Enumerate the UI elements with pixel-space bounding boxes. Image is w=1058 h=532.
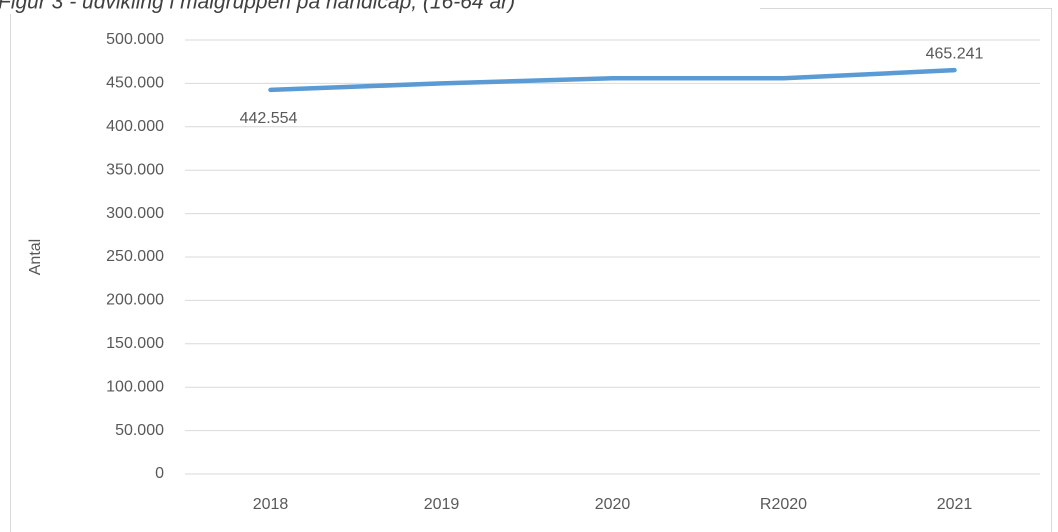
y-tick-label: 50.000 <box>115 422 164 439</box>
x-tick-label: 2019 <box>424 496 460 513</box>
chart-title: Figur 3 - udvikling i målgruppen på hand… <box>0 0 515 14</box>
data-label: 442.554 <box>240 110 298 127</box>
x-tick-label: 2021 <box>937 496 973 513</box>
x-tick-label: 2018 <box>253 496 289 513</box>
line <box>268 67 957 93</box>
y-tick-label: 450.000 <box>106 75 164 92</box>
y-tick-label: 300.000 <box>106 205 164 222</box>
data-label: 465.241 <box>926 45 984 62</box>
y-tick-label: 200.000 <box>106 292 164 309</box>
y-tick-label: 150.000 <box>106 335 164 352</box>
x-tick-label: 2020 <box>595 496 631 513</box>
y-tick-label: 100.000 <box>106 378 164 395</box>
y-tick-label: 400.000 <box>106 118 164 135</box>
y-tick-label: 0 <box>155 465 164 482</box>
y-tick-label: 250.000 <box>106 248 164 265</box>
y-axis-label: Antal <box>27 239 44 275</box>
y-tick-label: 350.000 <box>106 161 164 178</box>
y-tick-label: 500.000 <box>106 31 164 48</box>
title-background <box>0 0 760 14</box>
chart-frame <box>10 8 1052 532</box>
x-tick-label: R2020 <box>760 496 807 513</box>
